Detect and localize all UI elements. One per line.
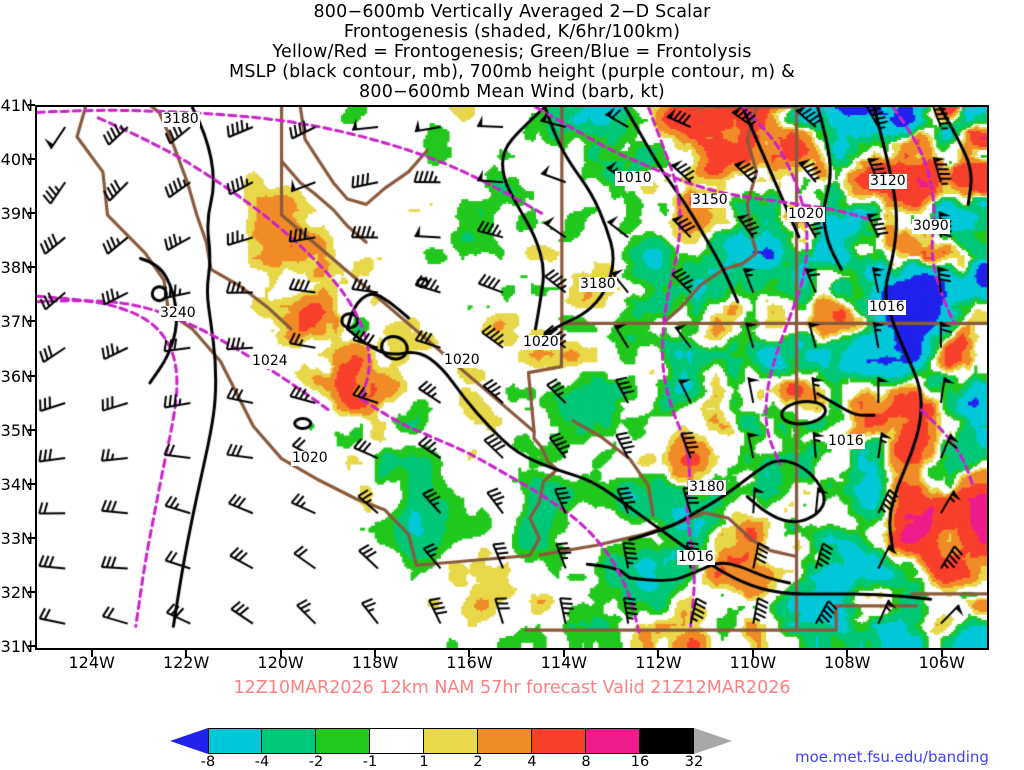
lat-tick-32N: 32N [0, 582, 33, 602]
title-line-2: Frontogenesis (shaded, K/6hr/100km) [343, 22, 681, 42]
map-panel[interactable]: 3180 3240 1024 1020 1020 1020 1010 3150 3180 1020… [35, 105, 989, 650]
lat-tick-mark [28, 320, 35, 323]
lon-tick-mark [468, 650, 471, 657]
lon-tick-mark [90, 650, 93, 657]
lon-tick-mark [751, 650, 754, 657]
lat-tick-31N: 31N [0, 637, 33, 656]
colorbar-tick-8: 8 [581, 754, 591, 770]
lon-tick-114W: 114W [540, 653, 588, 672]
lat-tick-37N: 37N [0, 312, 33, 332]
lon-tick-mark [374, 650, 377, 657]
lat-tick-mark [28, 590, 35, 593]
colorbar: -8 -4 -2 -1 1 2 4 8 16 32 [170, 728, 790, 770]
lat-tick-mark [28, 104, 35, 106]
title-line-3: Yellow/Red = Frontogenesis; Green/Blue =… [272, 42, 752, 62]
contour-label-mslp-1016-13: 1016 [827, 433, 865, 449]
lon-tick-mark [940, 650, 943, 657]
lat-tick-41N: 41N [0, 96, 33, 115]
colorbar-cell-0 [208, 728, 262, 754]
contour-label-mslp-1020-3: 1020 [291, 450, 329, 466]
source-watermark[interactable]: moe.met.fsu.edu/banding [795, 748, 989, 766]
lon-tick-mark [657, 650, 660, 657]
lon-tick-mark [846, 650, 849, 657]
title-line-1: 800−600mb Vertically Averaged 2−D Scalar [313, 2, 711, 22]
lon-tick-120W: 120W [257, 653, 304, 672]
lat-tick-40N: 40N [0, 150, 33, 170]
lat-tick-38N: 38N [0, 258, 33, 278]
lon-tick-108W: 108W [824, 653, 871, 672]
lon-tick-122W: 122W [162, 653, 210, 672]
colorbar-cell-8 [640, 728, 694, 754]
lon-tick-118W: 118W [351, 653, 399, 672]
contour-label-height-3150-7: 3150 [691, 192, 729, 208]
forecast-caption: 12Z10MAR2026 12km NAM 57hr forecast Vali… [233, 678, 791, 698]
colorbar-cell-1 [262, 728, 316, 754]
lat-tick-mark [28, 158, 35, 161]
lat-tick-33N: 33N [0, 528, 33, 548]
lon-tick-mark [279, 650, 282, 657]
colorbar-cell-6 [532, 728, 586, 754]
colorbar-cell-7 [586, 728, 640, 754]
colorbar-over-arrow [694, 728, 732, 754]
colorbar-cell-5 [478, 728, 532, 754]
contour-label-mslp-1024-2: 1024 [251, 353, 289, 369]
lon-tick-mark [185, 650, 188, 657]
contour-label-height-3240-1: 3240 [159, 305, 197, 321]
colorbar-tick-neg8: -8 [200, 754, 216, 770]
lat-tick-mark [28, 482, 35, 485]
title-line-5: 800−600mb Mean Wind (barb, kt) [359, 82, 665, 102]
contour-label-mslp-1020-4: 1020 [443, 352, 481, 368]
lat-tick-mark [28, 374, 35, 377]
colorbar-tick-16: 16 [630, 754, 650, 770]
chart-title: 800−600mb Vertically Averaged 2−D Scalar… [0, 2, 1024, 102]
lat-tick-39N: 39N [0, 204, 33, 224]
colorbar-tick-neg1: -1 [362, 754, 378, 770]
colorbar-tick-neg2: -2 [308, 754, 324, 770]
lat-tick-mark [28, 428, 35, 431]
colorbar-tick-2: 2 [473, 754, 483, 770]
lon-tick-116W: 116W [446, 653, 493, 672]
contour-label-height-3180-8: 3180 [579, 276, 617, 292]
colorbar-cell-3 [370, 728, 424, 754]
contour-label-mslp-1020-9: 1020 [787, 206, 825, 222]
colorbar-tick-neg4: -4 [254, 754, 270, 770]
contour-label-mslp-1016-15: 1016 [677, 549, 715, 565]
lon-tick-106W: 106W [918, 653, 965, 672]
colorbar-cell-4 [424, 728, 478, 754]
lon-tick-112W: 112W [635, 653, 682, 672]
lat-tick-34N: 34N [0, 474, 33, 494]
colorbar-tick-4: 4 [527, 754, 537, 770]
title-line-4: MSLP (black contour, mb), 700mb height (… [229, 62, 795, 82]
lat-tick-mark [28, 212, 35, 215]
colorbar-under-arrow [170, 728, 208, 754]
lat-tick-36N: 36N [0, 366, 33, 386]
lat-tick-35N: 35N [0, 420, 33, 440]
colorbar-tick-32: 32 [684, 754, 704, 770]
colorbar-cell-2 [316, 728, 370, 754]
contour-label-mslp-1016-12: 1016 [868, 299, 906, 315]
lon-tick-124W: 124W [68, 653, 115, 672]
contour-label-height-3120-10: 3120 [869, 173, 907, 189]
colorbar-tick-1: 1 [419, 754, 429, 770]
contour-label-height-3180-0: 3180 [162, 111, 200, 127]
contour-label-mslp-1010-6: 1010 [615, 170, 653, 186]
lat-tick-mark [28, 645, 35, 647]
contour-label-height-3180-14: 3180 [688, 479, 726, 495]
contour-label-mslp-1020-5: 1020 [522, 334, 560, 350]
lon-tick-mark [562, 650, 565, 657]
lat-tick-mark [28, 266, 35, 269]
lon-tick-110W: 110W [729, 653, 777, 672]
lat-tick-mark [28, 536, 35, 539]
colorbar-cells [208, 728, 694, 754]
frontogenesis-map[interactable] [37, 107, 987, 648]
contour-label-height-3090-11: 3090 [912, 218, 950, 234]
